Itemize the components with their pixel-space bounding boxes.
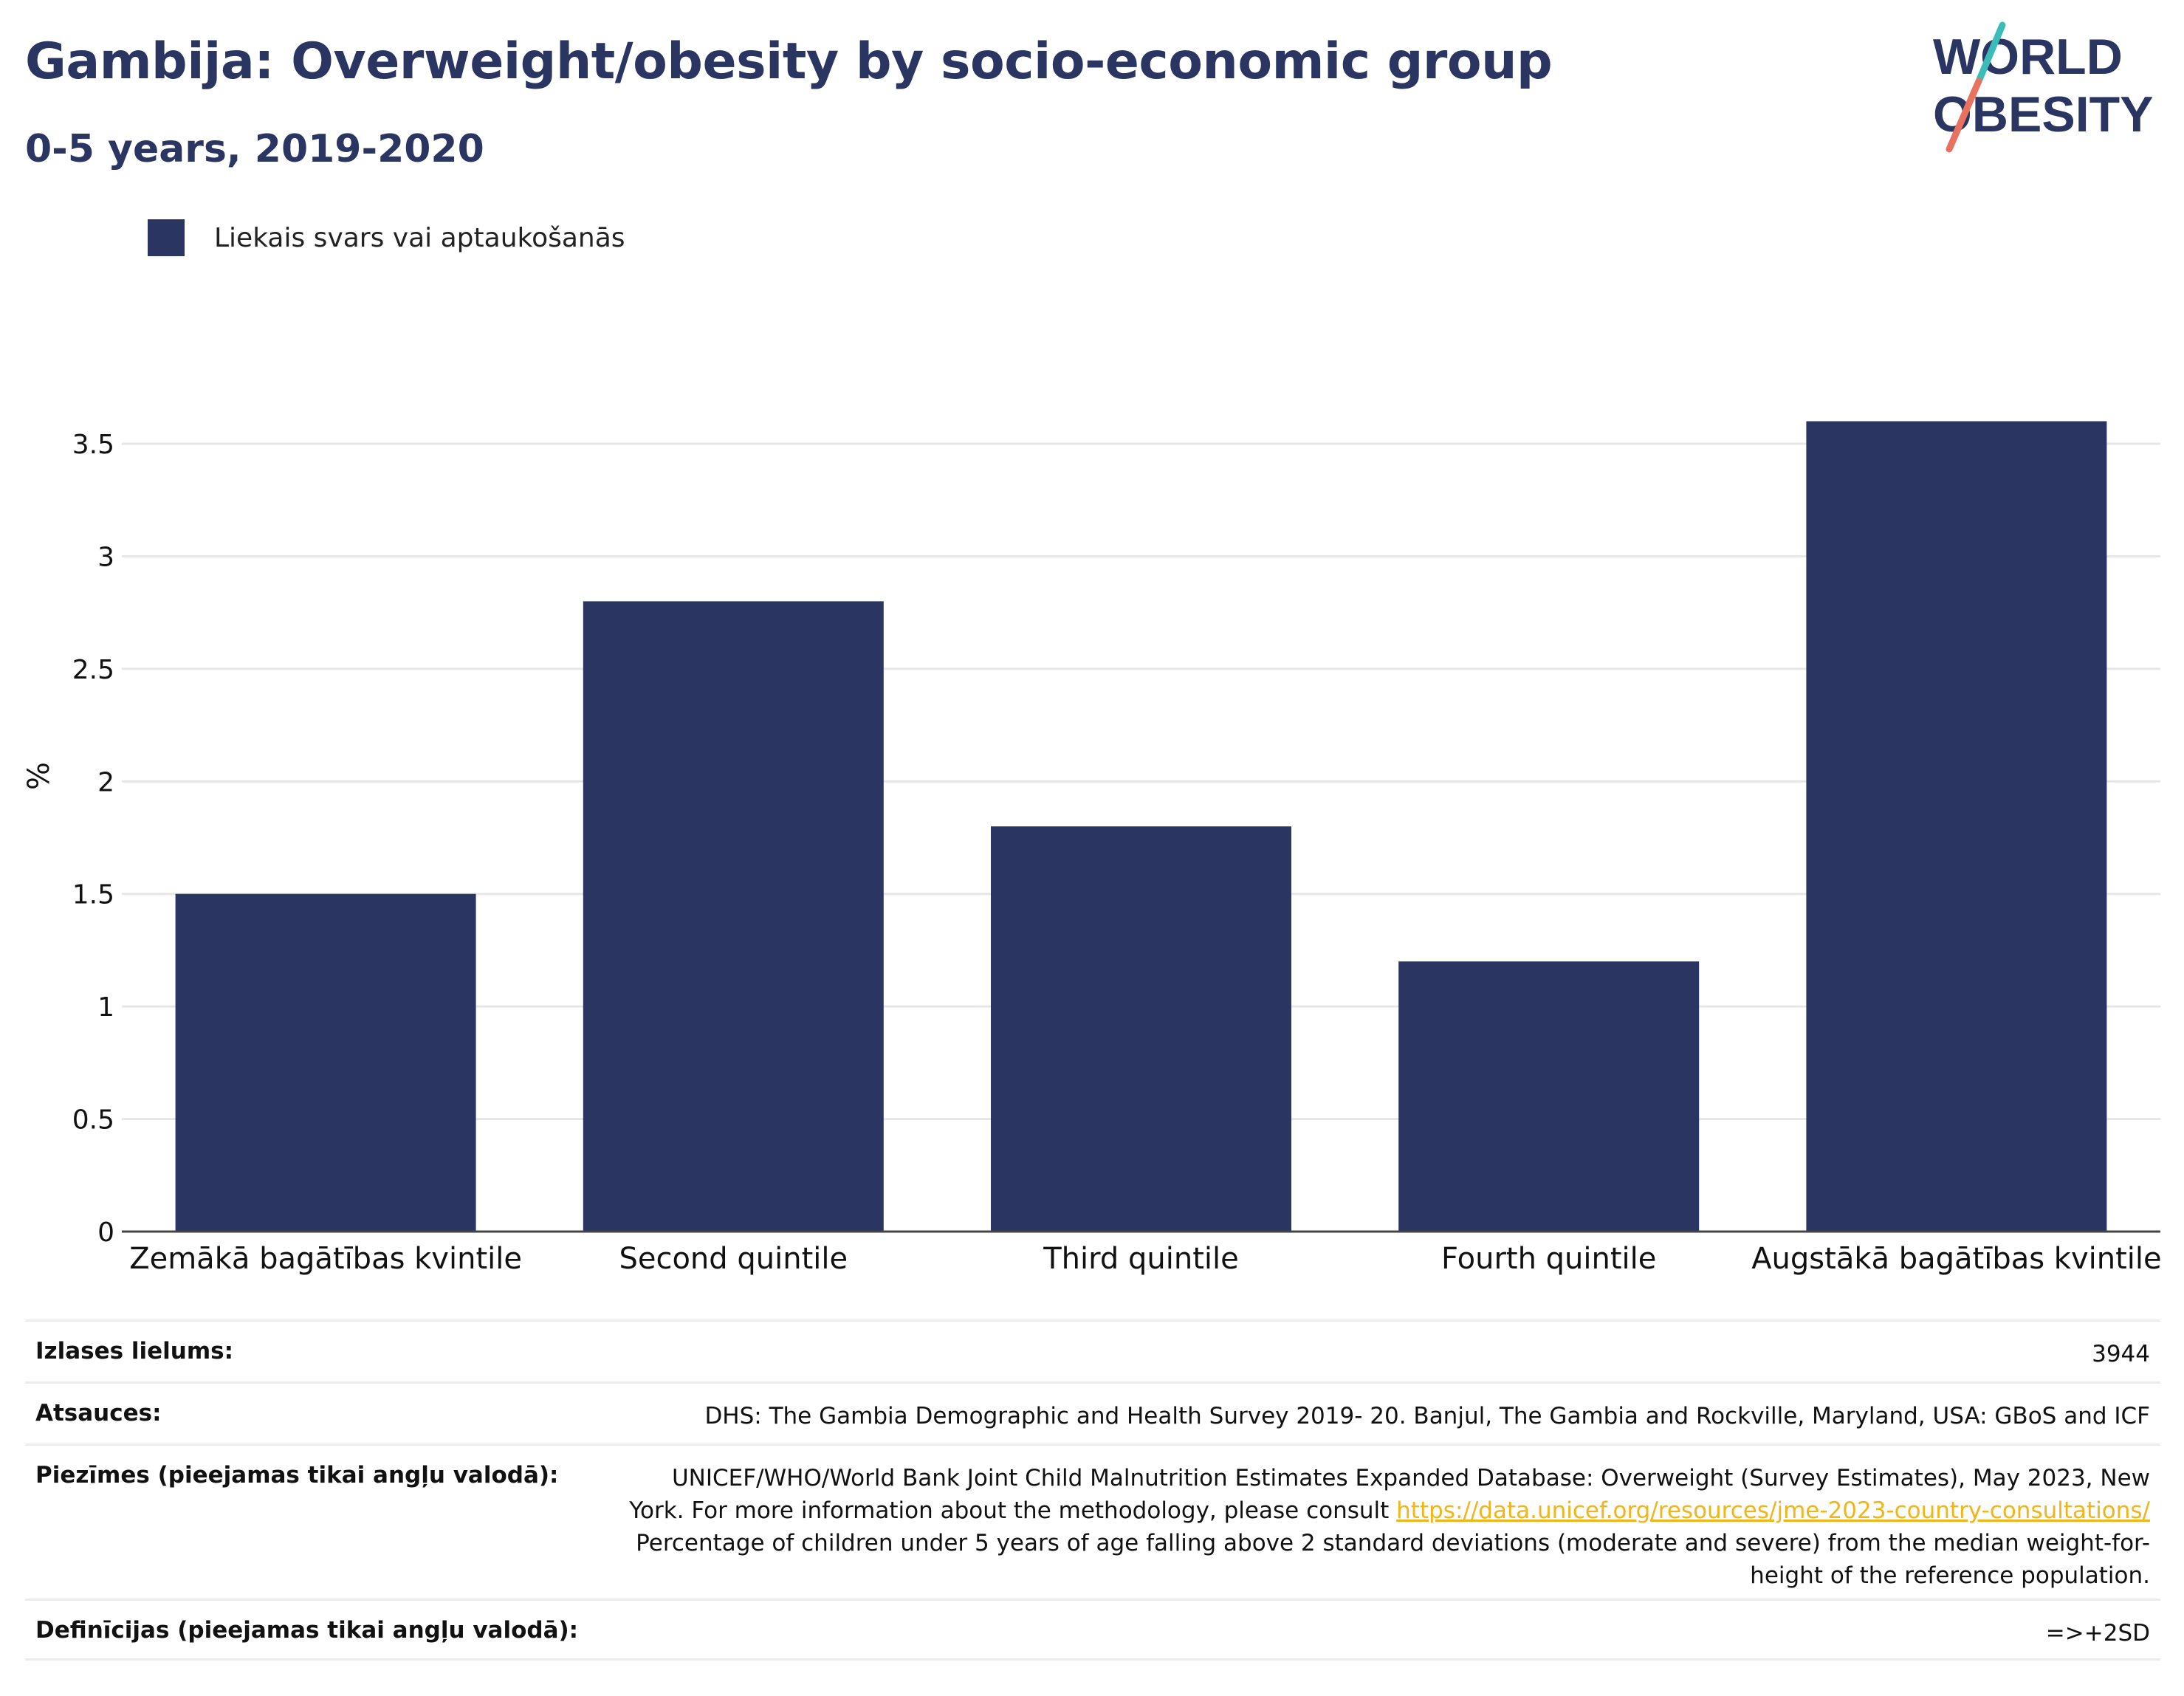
references-label: Atsauces: [35, 1400, 162, 1427]
references-value: DHS: The Gambia Demographic and Health S… [704, 1403, 2150, 1429]
y-tick-label: 3.5 [72, 430, 114, 460]
chart-subtitle: 0-5 years, 2019-2020 [25, 127, 484, 171]
legend[interactable]: Liekais svars vai aptaukošanās [148, 219, 625, 257]
notes-line2: York. For more information about the met… [629, 1497, 1397, 1525]
info-table: Izlases lielums: 3944 Atsauces: DHS: The… [25, 1319, 2160, 1661]
x-tick-label: Third quintile [1043, 1242, 1238, 1276]
x-tick-label: Fourth quintile [1441, 1242, 1656, 1276]
notes-line4: height of the reference population. [1750, 1562, 2150, 1590]
logo-slash-coral [1946, 78, 1982, 153]
x-tick-label: Second quintile [619, 1242, 848, 1276]
chart-title: Gambija: Overweight/obesity by socio-eco… [25, 32, 1553, 91]
bar-chart: 0 0.5 1 1.5 2 2.5 3 3.5 Zemākā bagātības kvintil… [72, 421, 2162, 1276]
info-row-sample: Izlases lielums: 3944 [25, 1319, 2160, 1381]
definitions-value: =>+2SD [2045, 1620, 2150, 1647]
x-tick-label: Zemākā bagātības kvintile [129, 1242, 522, 1276]
logo-slash-teal [1975, 21, 2006, 85]
y-axis-label: % [22, 761, 56, 790]
bar [1398, 961, 1700, 1232]
info-row-references: Atsauces: DHS: The Gambia Demographic an… [25, 1381, 2160, 1443]
notes-line3: Percentage of children under 5 years of … [636, 1530, 2150, 1557]
y-tick-label: 2 [97, 767, 114, 797]
methodology-link[interactable]: https://data.unicef.org/resources/jme-20… [1396, 1497, 2150, 1525]
notes-label: Piezīmes (pieejamas tikai angļu valodā): [35, 1462, 559, 1489]
bar [583, 601, 884, 1232]
world-obesity-logo: WORLD OBESITY [1933, 21, 2154, 153]
bar [1806, 421, 2107, 1232]
y-tick-label: 3 [97, 542, 114, 572]
info-row-notes: Piezīmes (pieejamas tikai angļu valodā):… [25, 1443, 2160, 1599]
y-tick-label: 1 [97, 992, 114, 1023]
logo-line1: WORLD [1933, 29, 2123, 85]
legend-swatch [148, 219, 185, 256]
sample-size-value: 3944 [2092, 1341, 2150, 1367]
y-tick-label: 1.5 [72, 880, 114, 910]
definitions-label: Definīcijas (pieejamas tikai angļu valod… [35, 1617, 579, 1644]
legend-label: Liekais svars vai aptaukošanās [214, 222, 625, 253]
info-row-definitions: Definīcijas (pieejamas tikai angļu valod… [25, 1599, 2160, 1661]
y-tick-label: 0 [97, 1218, 114, 1248]
bar [991, 826, 1291, 1232]
y-tick-label: 2.5 [72, 655, 114, 685]
y-tick-label: 0.5 [72, 1105, 114, 1136]
x-tick-label: Augstākā bagātības kvintile [1751, 1242, 2161, 1276]
sample-size-label: Izlases lielums: [35, 1338, 233, 1364]
notes-line1: UNICEF/WHO/World Bank Joint Child Malnut… [671, 1465, 2150, 1491]
bar [175, 893, 476, 1232]
notes-value: UNICEF/WHO/World Bank Joint Child Malnut… [629, 1462, 2150, 1592]
